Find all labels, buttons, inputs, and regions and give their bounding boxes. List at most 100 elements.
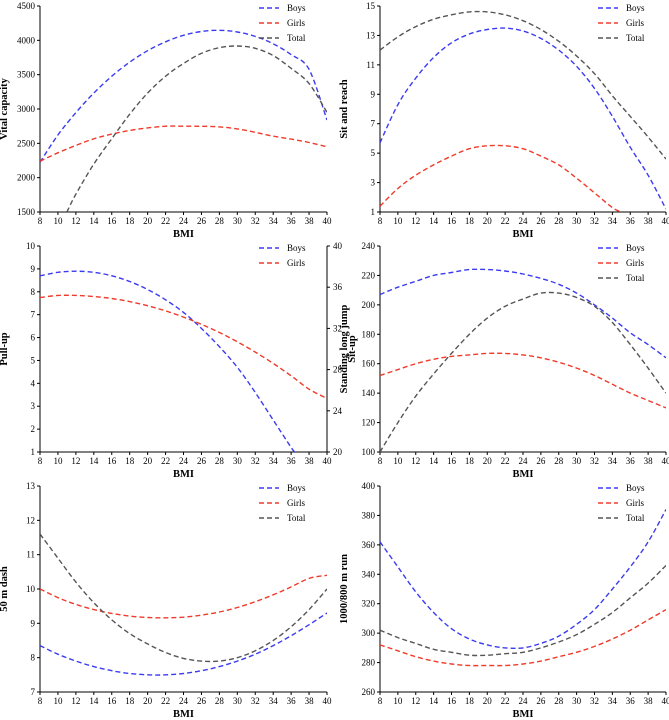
x-tick-label: 24 bbox=[519, 216, 529, 226]
x-tick-label: 28 bbox=[215, 456, 225, 466]
y-right-tick-label: 40 bbox=[333, 241, 343, 251]
x-tick-label: 36 bbox=[287, 456, 297, 466]
series-line-girls bbox=[40, 294, 327, 400]
y-tick-label: 280 bbox=[362, 658, 376, 668]
x-tick-label: 22 bbox=[161, 696, 170, 706]
y-axis-right-label: Sit-up bbox=[347, 335, 358, 363]
y-tick-label: 2500 bbox=[17, 138, 36, 148]
y-tick-label: 9 bbox=[371, 89, 376, 99]
x-tick-label: 32 bbox=[251, 216, 260, 226]
y-tick-label: 5 bbox=[371, 148, 376, 158]
x-tick-label: 22 bbox=[501, 456, 510, 466]
x-tick-label: 26 bbox=[536, 216, 546, 226]
x-tick-label: 24 bbox=[179, 696, 189, 706]
x-tick-label: 26 bbox=[197, 696, 207, 706]
x-axis-label: BMI bbox=[513, 709, 534, 720]
x-tick-label: 26 bbox=[536, 456, 546, 466]
y-tick-label: 300 bbox=[362, 628, 376, 638]
x-tick-label: 28 bbox=[554, 456, 564, 466]
legend-label-boys: Boys bbox=[287, 483, 306, 493]
x-tick-label: 18 bbox=[465, 696, 475, 706]
y-tick-label: 100 bbox=[362, 447, 376, 457]
x-tick-label: 24 bbox=[519, 696, 529, 706]
x-tick-label: 28 bbox=[554, 696, 564, 706]
x-tick-label: 34 bbox=[269, 456, 279, 466]
legend-label-total: Total bbox=[626, 33, 645, 43]
x-tick-label: 22 bbox=[161, 456, 170, 466]
y-tick-label: 140 bbox=[362, 388, 376, 398]
x-tick-label: 14 bbox=[429, 216, 439, 226]
series-line-girls bbox=[380, 352, 666, 409]
chart-panel-2: 8 10 12 14 16 18 20 22 24 26 28 30 32 34 36 38 401357911… bbox=[339, 1, 669, 240]
x-tick-label: 16 bbox=[107, 696, 117, 706]
x-tick-label: 28 bbox=[215, 216, 225, 226]
series-line-boys bbox=[380, 268, 666, 359]
legend-label-boys: Boys bbox=[287, 3, 306, 13]
x-tick-label: 38 bbox=[644, 696, 654, 706]
x-tick-label: 8 bbox=[378, 456, 383, 466]
chart-panel-1: 8 10 12 14 16 18 20 22 24 26 28 30 32 34 36 38 40 1500 200… bbox=[0, 1, 332, 240]
x-tick-label: 40 bbox=[323, 216, 333, 226]
x-tick-label: 24 bbox=[519, 456, 529, 466]
y-axis-label: Pull-up bbox=[0, 332, 10, 365]
y-tick-label: 2 bbox=[31, 424, 36, 434]
y-tick-label: 220 bbox=[362, 270, 376, 280]
legend-label-girls: Girls bbox=[287, 258, 305, 268]
legend-label-boys: Boys bbox=[626, 243, 645, 253]
legend-label-girls: Girls bbox=[626, 18, 644, 28]
y-axis-label: Sit and reach bbox=[339, 79, 350, 138]
series-line-girls bbox=[40, 574, 327, 619]
y-right-tick-label: 32 bbox=[333, 323, 342, 333]
x-tick-label: 18 bbox=[125, 456, 135, 466]
y-tick-label: 320 bbox=[362, 599, 376, 609]
x-tick-label: 8 bbox=[378, 216, 383, 226]
x-tick-label: 12 bbox=[71, 216, 80, 226]
y-tick-label: 10 bbox=[26, 241, 36, 251]
y-right-tick-label: 20 bbox=[333, 447, 343, 457]
x-tick-label: 12 bbox=[411, 696, 420, 706]
x-tick-label: 26 bbox=[197, 456, 207, 466]
x-tick-label: 28 bbox=[554, 216, 564, 226]
x-tick-label: 14 bbox=[89, 216, 99, 226]
x-tick-label: 8 bbox=[38, 696, 43, 706]
x-tick-label: 40 bbox=[323, 696, 333, 706]
x-tick-label: 10 bbox=[393, 456, 403, 466]
x-tick-label: 38 bbox=[305, 456, 315, 466]
y-tick-label: 13 bbox=[26, 481, 36, 491]
series-line-total bbox=[380, 10, 666, 160]
legend-label-total: Total bbox=[626, 273, 645, 283]
legend-label-girls: Girls bbox=[626, 498, 644, 508]
y-tick-label: 180 bbox=[362, 329, 376, 339]
x-tick-label: 16 bbox=[447, 696, 457, 706]
series-line-girls bbox=[380, 144, 622, 212]
legend-label-boys: Boys bbox=[626, 483, 645, 493]
x-tick-label: 12 bbox=[71, 696, 80, 706]
y-right-tick-label: 28 bbox=[333, 365, 343, 375]
y-tick-label: 3 bbox=[31, 401, 36, 411]
chart-panel-5: 8 10 12 14 16 18 20 22 24 26 28 30 32 34 36 38 407891011… bbox=[0, 481, 332, 720]
y-axis-label: 50 m dash bbox=[0, 566, 10, 612]
x-tick-label: 12 bbox=[411, 216, 420, 226]
x-tick-label: 22 bbox=[161, 216, 170, 226]
y-tick-label: 11 bbox=[366, 60, 375, 70]
x-tick-label: 14 bbox=[429, 456, 439, 466]
series-line-boys bbox=[40, 270, 296, 452]
y-tick-label: 7 bbox=[31, 687, 36, 697]
y-tick-label: 200 bbox=[362, 300, 376, 310]
x-axis-label: BMI bbox=[513, 229, 534, 240]
y-right-tick-label: 24 bbox=[333, 406, 343, 416]
x-tick-label: 10 bbox=[393, 696, 403, 706]
x-tick-label: 38 bbox=[305, 696, 315, 706]
x-tick-label: 34 bbox=[608, 456, 618, 466]
y-tick-label: 7 bbox=[371, 119, 376, 129]
x-tick-label: 32 bbox=[251, 456, 260, 466]
x-tick-label: 20 bbox=[143, 696, 153, 706]
series-line-boys bbox=[40, 612, 327, 676]
x-tick-label: 16 bbox=[107, 456, 117, 466]
x-tick-label: 36 bbox=[287, 216, 297, 226]
y-tick-label: 400 bbox=[362, 481, 376, 491]
y-tick-label: 11 bbox=[26, 550, 35, 560]
y-tick-label: 1 bbox=[371, 207, 376, 217]
x-tick-label: 38 bbox=[305, 216, 315, 226]
x-axis-label: BMI bbox=[173, 469, 194, 480]
